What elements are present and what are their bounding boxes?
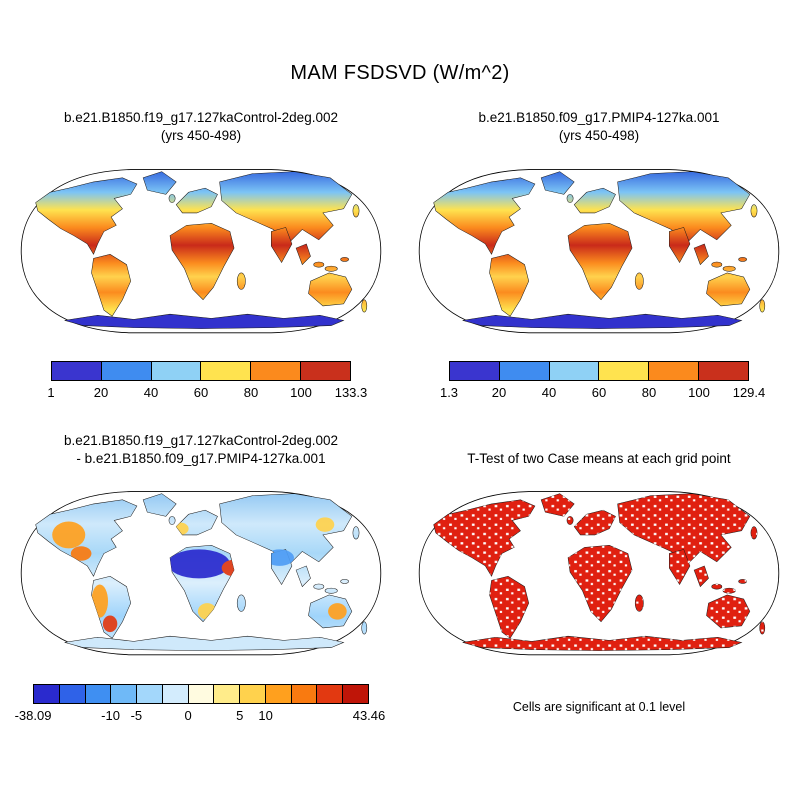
colorbar-segment bbox=[52, 362, 102, 381]
pmip4-colorbar-bar bbox=[449, 361, 749, 382]
colorbar-segment bbox=[111, 684, 138, 703]
colorbar-segment bbox=[699, 362, 748, 381]
panel-ttest-title-line1: T-Test of two Case means at each grid po… bbox=[467, 450, 731, 466]
colorbar-segment bbox=[499, 362, 550, 381]
control-colorbar: 1 20 40 60 80 100 133.3 bbox=[47, 361, 367, 403]
colorbar-segment bbox=[649, 362, 700, 381]
panel-difference: b.e21.B1850.f19_g17.127kaControl-2deg.00… bbox=[10, 431, 392, 725]
panel-control-title-line1: b.e21.B1850.f19_g17.127kaControl-2deg.00… bbox=[64, 110, 338, 126]
colorbar-tick-label: 129.4 bbox=[732, 385, 766, 401]
colorbar-tick-label: 80 bbox=[641, 385, 657, 401]
colorbar-tick-label: 10 bbox=[258, 707, 273, 723]
colorbar-tick-label: 0 bbox=[184, 707, 192, 723]
ttest-caption: Cells are significant at 0.1 level bbox=[512, 699, 686, 714]
panel-ttest-title: T-Test of two Case means at each grid po… bbox=[467, 431, 730, 467]
colorbar-segment bbox=[240, 684, 266, 703]
colorbar-tick-label: -5 bbox=[130, 707, 143, 723]
panel-pmip4-title-line2: (yrs 450-498) bbox=[558, 128, 640, 144]
colorbar-segment bbox=[85, 684, 112, 703]
colorbar-segment bbox=[188, 684, 215, 703]
panel-ttest: T-Test of two Case means at each grid po… bbox=[408, 431, 790, 725]
pmip4-colorbar-labels: 1.3 20 40 60 80 100 129.4 bbox=[440, 381, 765, 401]
colorbar-segment bbox=[450, 362, 500, 381]
colorbar-segment bbox=[162, 684, 189, 703]
difference-colorbar-labels: -38.09 -10 -5 0 5 10 43.46 bbox=[15, 704, 386, 724]
colorbar-segment bbox=[343, 684, 368, 703]
colorbar-segment bbox=[151, 362, 202, 381]
panel-difference-title-line1: b.e21.B1850.f19_g17.127kaControl-2deg.00… bbox=[64, 432, 338, 448]
colorbar-segment bbox=[549, 362, 600, 381]
panel-difference-title: b.e21.B1850.f19_g17.127kaControl-2deg.00… bbox=[64, 431, 338, 467]
panel-grid: b.e21.B1850.f19_g17.127kaControl-2deg.00… bbox=[0, 109, 800, 726]
control-colorbar-bar bbox=[51, 361, 351, 382]
figure-title: MAM FSDSVD (W/m^2) bbox=[290, 62, 510, 84]
colorbar-segment bbox=[214, 684, 241, 703]
colorbar-tick-label: 1.3 bbox=[439, 385, 459, 401]
panel-control-title-line2: (yrs 450-498) bbox=[160, 128, 242, 144]
colorbar-segment bbox=[34, 684, 60, 703]
panel-control: b.e21.B1850.f19_g17.127kaControl-2deg.00… bbox=[10, 109, 392, 403]
colorbar-tick-label: -10 bbox=[101, 707, 120, 723]
colorbar-tick-label: 43.46 bbox=[352, 707, 386, 723]
panel-difference-title-line2: - b.e21.B1850.f09_g17.PMIP4-127ka.001 bbox=[76, 450, 326, 466]
colorbar-tick-label: 60 bbox=[591, 385, 607, 401]
colorbar-segment bbox=[59, 684, 86, 703]
panel-control-title: b.e21.B1850.f19_g17.127kaControl-2deg.00… bbox=[64, 109, 338, 145]
control-world-map bbox=[15, 153, 387, 349]
difference-world-map bbox=[15, 475, 387, 671]
colorbar-segment bbox=[251, 362, 302, 381]
colorbar-tick-label: 133.3 bbox=[334, 385, 368, 401]
pmip4-world-map bbox=[413, 153, 785, 349]
colorbar-tick-label: 40 bbox=[541, 385, 557, 401]
colorbar-tick-label: 60 bbox=[193, 385, 209, 401]
colorbar-tick-label: 40 bbox=[143, 385, 159, 401]
colorbar-tick-label: 100 bbox=[688, 385, 710, 401]
pmip4-colorbar: 1.3 20 40 60 80 100 129.4 bbox=[440, 361, 765, 403]
colorbar-tick-label: 20 bbox=[93, 385, 109, 401]
colorbar-segment bbox=[317, 684, 344, 703]
difference-colorbar-bar bbox=[33, 683, 369, 704]
ttest-world-map bbox=[413, 475, 785, 671]
colorbar-segment bbox=[599, 362, 650, 381]
panel-pmip4-title-line1: b.e21.B1850.f09_g17.PMIP4-127ka.001 bbox=[478, 110, 720, 126]
colorbar-segment bbox=[101, 362, 152, 381]
colorbar-tick-label: 100 bbox=[290, 385, 312, 401]
colorbar-tick-label: 1 bbox=[47, 385, 55, 401]
colorbar-segment bbox=[265, 684, 292, 703]
panel-pmip4-title: b.e21.B1850.f09_g17.PMIP4-127ka.001 (yrs… bbox=[479, 109, 720, 145]
colorbar-tick-label: 80 bbox=[243, 385, 259, 401]
colorbar-tick-label: -38.09 bbox=[14, 707, 52, 723]
colorbar-segment bbox=[291, 684, 318, 703]
colorbar-tick-label: 20 bbox=[491, 385, 507, 401]
difference-colorbar: -38.09 -10 -5 0 5 10 43.46 bbox=[15, 683, 386, 726]
colorbar-segment bbox=[137, 684, 163, 703]
colorbar-tick-label: 5 bbox=[236, 707, 244, 723]
colorbar-segment bbox=[201, 362, 252, 381]
control-colorbar-labels: 1 20 40 60 80 100 133.3 bbox=[47, 381, 367, 401]
colorbar-segment bbox=[301, 362, 350, 381]
panel-pmip4: b.e21.B1850.f09_g17.PMIP4-127ka.001 (yrs… bbox=[408, 109, 790, 403]
